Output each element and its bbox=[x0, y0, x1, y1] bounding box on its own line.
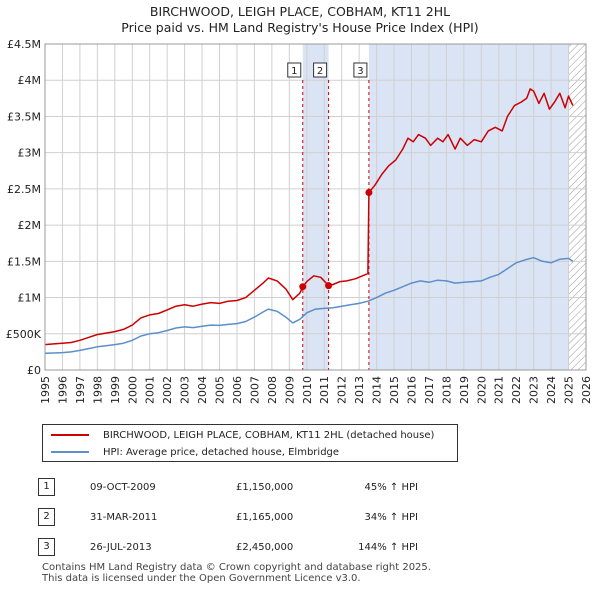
property-series-line bbox=[44, 88, 574, 346]
sale-marker-box bbox=[353, 62, 368, 78]
y-tick-label: £1M bbox=[18, 292, 42, 305]
x-tick-label: 2006 bbox=[231, 376, 244, 404]
x-tick-label: 2003 bbox=[179, 376, 192, 404]
legend-hpi-line bbox=[51, 451, 89, 453]
x-tick-label: 1996 bbox=[56, 376, 69, 404]
x-tick-label: 2004 bbox=[196, 376, 209, 404]
plot-frame bbox=[44, 43, 587, 371]
transaction-price: £1,165,000 bbox=[236, 511, 294, 523]
x-tick-label: 2025 bbox=[563, 376, 576, 404]
chart-title: BIRCHWOOD, LEIGH PLACE, COBHAM, KT11 2HL bbox=[149, 4, 451, 19]
y-tick-label: £1.5M bbox=[7, 255, 41, 268]
x-tick-label: 2001 bbox=[144, 376, 157, 404]
legend-hpi-label: HPI: Average price, detached house, Elmb… bbox=[103, 446, 340, 458]
x-tick-label: 2002 bbox=[161, 376, 174, 404]
sale-point bbox=[365, 189, 373, 197]
x-tick-label: 2018 bbox=[440, 376, 453, 404]
x-tick-label: 2012 bbox=[336, 376, 349, 404]
y-tick-label: £2M bbox=[18, 219, 42, 232]
x-tick-label: 2008 bbox=[266, 376, 279, 404]
y-tick-label: £500K bbox=[6, 328, 42, 341]
x-tick-label: 2015 bbox=[388, 376, 401, 404]
x-tick-label: 2021 bbox=[493, 376, 506, 404]
hpi-series-line bbox=[44, 256, 574, 355]
transaction-price: £2,450,000 bbox=[236, 541, 294, 553]
x-tick-label: 2010 bbox=[301, 376, 314, 404]
x-tick-label: 1995 bbox=[39, 376, 52, 404]
sale-point bbox=[325, 282, 333, 290]
x-tick-label: 2011 bbox=[318, 376, 331, 404]
transaction-hpi: 144% ↑ HPI bbox=[358, 541, 418, 553]
legend: BIRCHWOOD, LEIGH PLACE, COBHAM, KT11 2HL… bbox=[42, 424, 458, 462]
y-tick-label: £3M bbox=[18, 147, 42, 160]
legend-property-line bbox=[51, 434, 89, 436]
footer: Contains HM Land Registry data © Crown c… bbox=[42, 562, 431, 584]
sale-marker-label: 1 bbox=[291, 66, 297, 77]
sale-marker-box bbox=[287, 62, 302, 78]
chart-subtitle: Price paid vs. HM Land Registry's House … bbox=[121, 20, 479, 35]
x-tick-label: 2000 bbox=[126, 376, 139, 404]
x-tick-label: 2024 bbox=[545, 376, 558, 404]
x-tick-label: 2019 bbox=[458, 376, 471, 404]
transactions-table: 1 09-OCT-2009 £1,150,000 45% ↑ HPI 2 31-… bbox=[38, 472, 418, 562]
table-row: 1 09-OCT-2009 £1,150,000 45% ↑ HPI bbox=[38, 472, 418, 502]
x-tick-label: 1997 bbox=[74, 376, 87, 404]
transaction-date: 31-MAR-2011 bbox=[90, 511, 158, 523]
legend-item-property: BIRCHWOOD, LEIGH PLACE, COBHAM, KT11 2HL… bbox=[51, 427, 434, 443]
x-tick-label: 2026 bbox=[580, 376, 593, 404]
x-tick-label: 2016 bbox=[405, 376, 418, 404]
x-tick-label: 1999 bbox=[109, 376, 122, 404]
x-tick-label: 2022 bbox=[510, 376, 523, 404]
x-tick-label: 2020 bbox=[475, 376, 488, 404]
legend-property-label: BIRCHWOOD, LEIGH PLACE, COBHAM, KT11 2HL… bbox=[103, 429, 435, 441]
x-tick-label: 2009 bbox=[283, 376, 296, 404]
sale-marker-label: 2 bbox=[317, 66, 323, 77]
transaction-marker: 1 bbox=[38, 478, 55, 496]
x-tick-label: 2017 bbox=[423, 376, 436, 404]
x-tick-label: 2014 bbox=[371, 376, 384, 404]
ownership-shade-current bbox=[368, 44, 569, 370]
y-tick-label: £3.5M bbox=[7, 110, 41, 123]
sale-marker-box bbox=[313, 62, 328, 78]
y-tick-label: £2.5M bbox=[7, 183, 41, 196]
footer-copyright: Contains HM Land Registry data © Crown c… bbox=[42, 562, 431, 573]
x-tick-label: 1998 bbox=[91, 376, 104, 404]
transaction-date: 09-OCT-2009 bbox=[90, 481, 156, 493]
transaction-hpi: 45% ↑ HPI bbox=[364, 481, 418, 493]
legend-item-hpi: HPI: Average price, detached house, Elmb… bbox=[51, 444, 339, 460]
table-row: 3 26-JUL-2013 £2,450,000 144% ↑ HPI bbox=[38, 532, 418, 562]
x-tick-label: 2023 bbox=[528, 376, 541, 404]
footer-licence: This data is licensed under the Open Gov… bbox=[42, 573, 361, 584]
sale-marker-label: 3 bbox=[357, 66, 363, 77]
transaction-hpi: 34% ↑ HPI bbox=[364, 511, 418, 523]
y-tick-label: £0 bbox=[27, 364, 41, 377]
transaction-marker: 3 bbox=[38, 538, 55, 556]
transaction-marker: 2 bbox=[38, 508, 55, 526]
transaction-date: 26-JUL-2013 bbox=[90, 541, 152, 553]
sale-point bbox=[299, 283, 307, 291]
x-tick-label: 2007 bbox=[248, 376, 261, 404]
x-tick-label: 2013 bbox=[353, 376, 366, 404]
x-tick-label: 2005 bbox=[214, 376, 227, 404]
y-tick-label: £4.5M bbox=[7, 38, 41, 51]
table-row: 2 31-MAR-2011 £1,165,000 34% ↑ HPI bbox=[38, 502, 418, 532]
forecast-hatch bbox=[568, 44, 586, 370]
price-chart: 1 2 3 £0 £500K £1M £1.5M £2M £2.5M £3M £3.5M £4M £4.… bbox=[6, 38, 593, 404]
y-tick-label: £4M bbox=[18, 74, 42, 87]
transaction-price: £1,150,000 bbox=[236, 481, 294, 493]
